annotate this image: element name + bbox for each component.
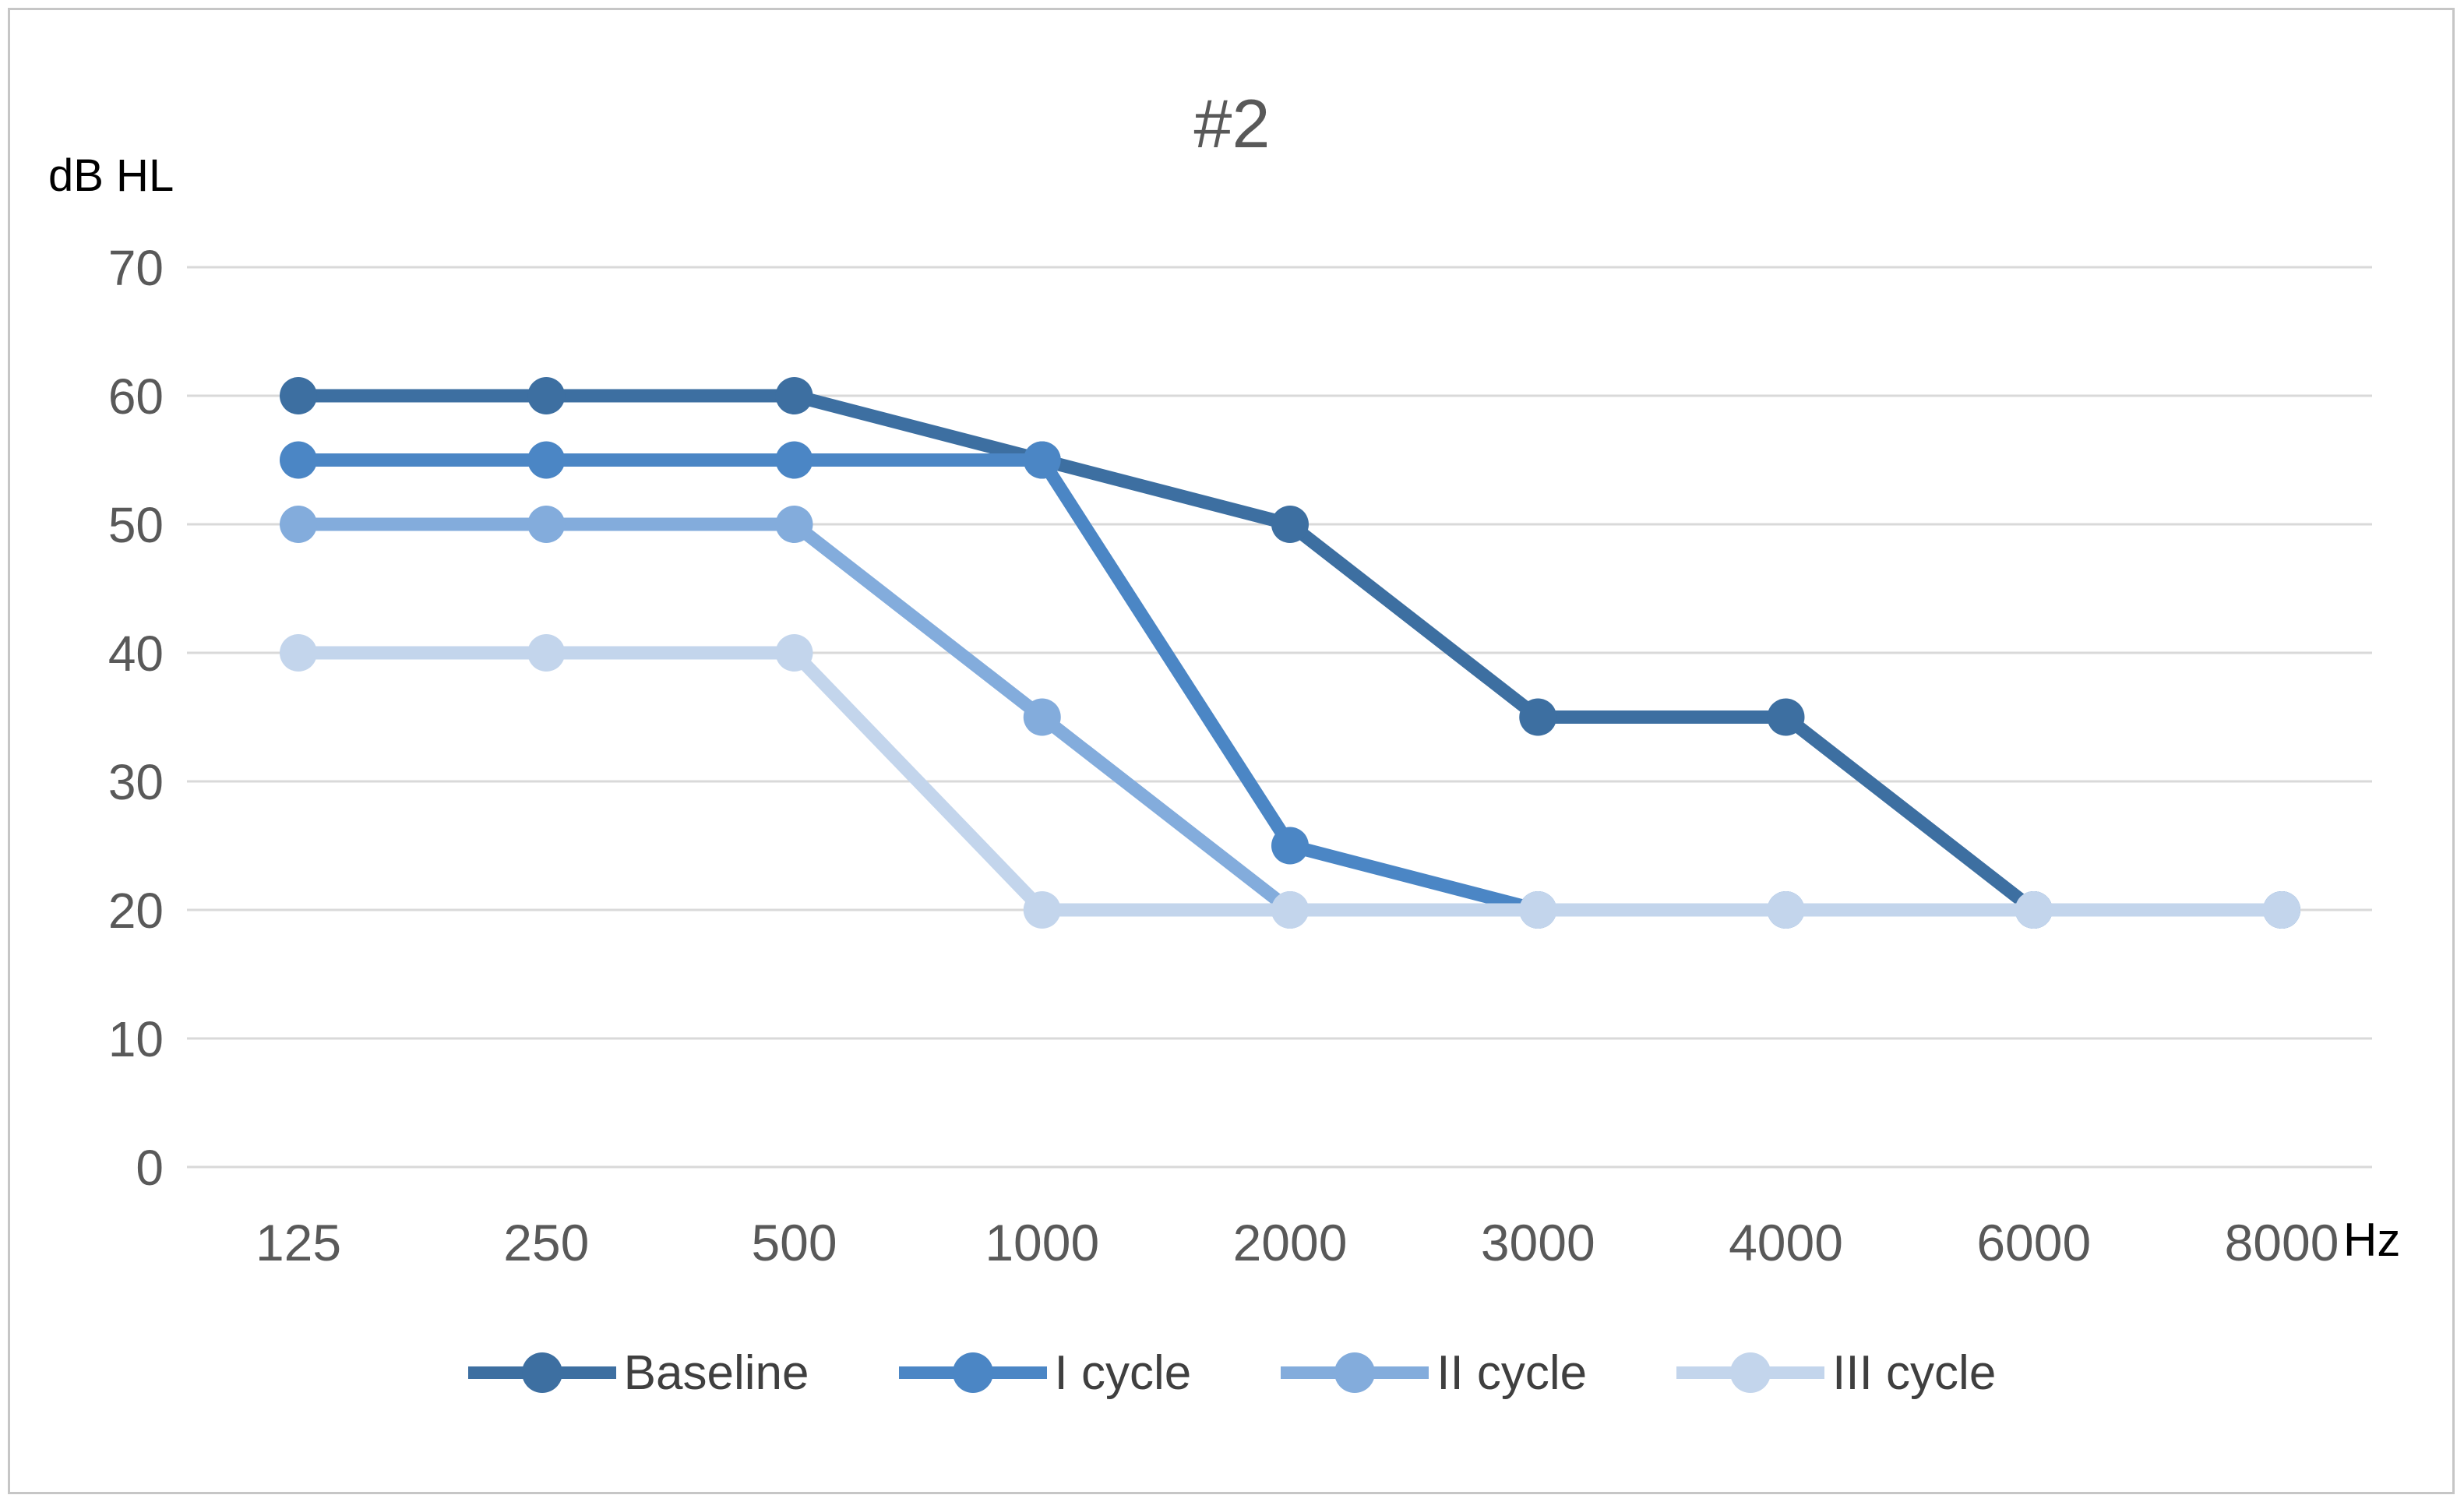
y-tick-label: 0	[136, 1140, 164, 1196]
y-tick-label: 70	[108, 240, 164, 296]
legend-item-i-cycle: I cycle	[898, 1334, 1192, 1412]
data-point-marker	[2263, 891, 2300, 929]
x-axis-unit-label: Hz	[2343, 1214, 2400, 1266]
data-point-marker	[2015, 891, 2053, 929]
x-tick-label: 8000	[2225, 1214, 2339, 1271]
data-point-marker	[775, 506, 813, 543]
data-point-marker	[1023, 891, 1061, 929]
data-point-marker	[280, 441, 317, 479]
data-point-marker	[527, 506, 566, 543]
legend-label-baseline: Baseline	[623, 1345, 809, 1400]
data-point-marker	[775, 441, 813, 479]
legend-label-ii-cycle: II cycle	[1436, 1345, 1588, 1400]
x-tick-label: 6000	[1976, 1214, 2091, 1271]
data-point-marker	[527, 634, 566, 672]
y-tick-label: 40	[108, 626, 164, 682]
baseline-line-marker-icon	[467, 1352, 616, 1393]
data-point-marker	[1271, 827, 1309, 865]
x-tick-label: 1000	[985, 1214, 1099, 1271]
y-tick-label: 10	[108, 1011, 164, 1067]
data-point-marker	[280, 634, 317, 672]
legend-item-iii-cycle: III cycle	[1676, 1334, 1996, 1412]
data-point-marker	[280, 506, 317, 543]
data-point-marker	[1023, 441, 1061, 479]
data-point-marker	[1519, 698, 1557, 736]
i-cycle-line-marker-icon	[898, 1352, 1047, 1393]
data-point-marker	[1271, 506, 1309, 543]
data-point-marker	[1023, 698, 1061, 736]
legend-label-i-cycle: I cycle	[1054, 1345, 1192, 1400]
x-tick-label: 3000	[1481, 1214, 1595, 1271]
x-tick-label: 500	[751, 1214, 837, 1271]
y-tick-label: 20	[108, 883, 164, 939]
data-point-marker	[280, 377, 317, 414]
data-point-marker	[1519, 891, 1557, 929]
data-point-marker	[527, 377, 566, 414]
legend-item-ii-cycle: II cycle	[1281, 1334, 1587, 1412]
data-point-marker	[1271, 891, 1309, 929]
data-point-marker	[1767, 698, 1805, 736]
data-point-marker	[527, 441, 566, 479]
data-point-marker	[775, 377, 813, 414]
data-point-marker	[1767, 891, 1805, 929]
legend-item-baseline: Baseline	[467, 1334, 809, 1412]
ii-cycle-line-marker-icon	[1281, 1352, 1429, 1393]
y-tick-label: 30	[108, 754, 164, 810]
data-point-marker	[775, 634, 813, 672]
legend-label-iii-cycle: III cycle	[1832, 1345, 1997, 1400]
y-tick-label: 50	[108, 497, 164, 553]
x-tick-label: 2000	[1233, 1214, 1348, 1271]
x-tick-label: 250	[503, 1214, 589, 1271]
chart-title: #2	[1193, 85, 1271, 162]
iii-cycle-line-marker-icon	[1676, 1352, 1825, 1393]
x-tick-label: 125	[256, 1214, 341, 1271]
y-axis-unit-label: dB HL	[48, 150, 174, 201]
legend: Baseline I cycle II cycle III cycle	[0, 1334, 2464, 1412]
x-tick-label: 4000	[1729, 1214, 1843, 1271]
y-tick-label: 60	[108, 368, 164, 425]
